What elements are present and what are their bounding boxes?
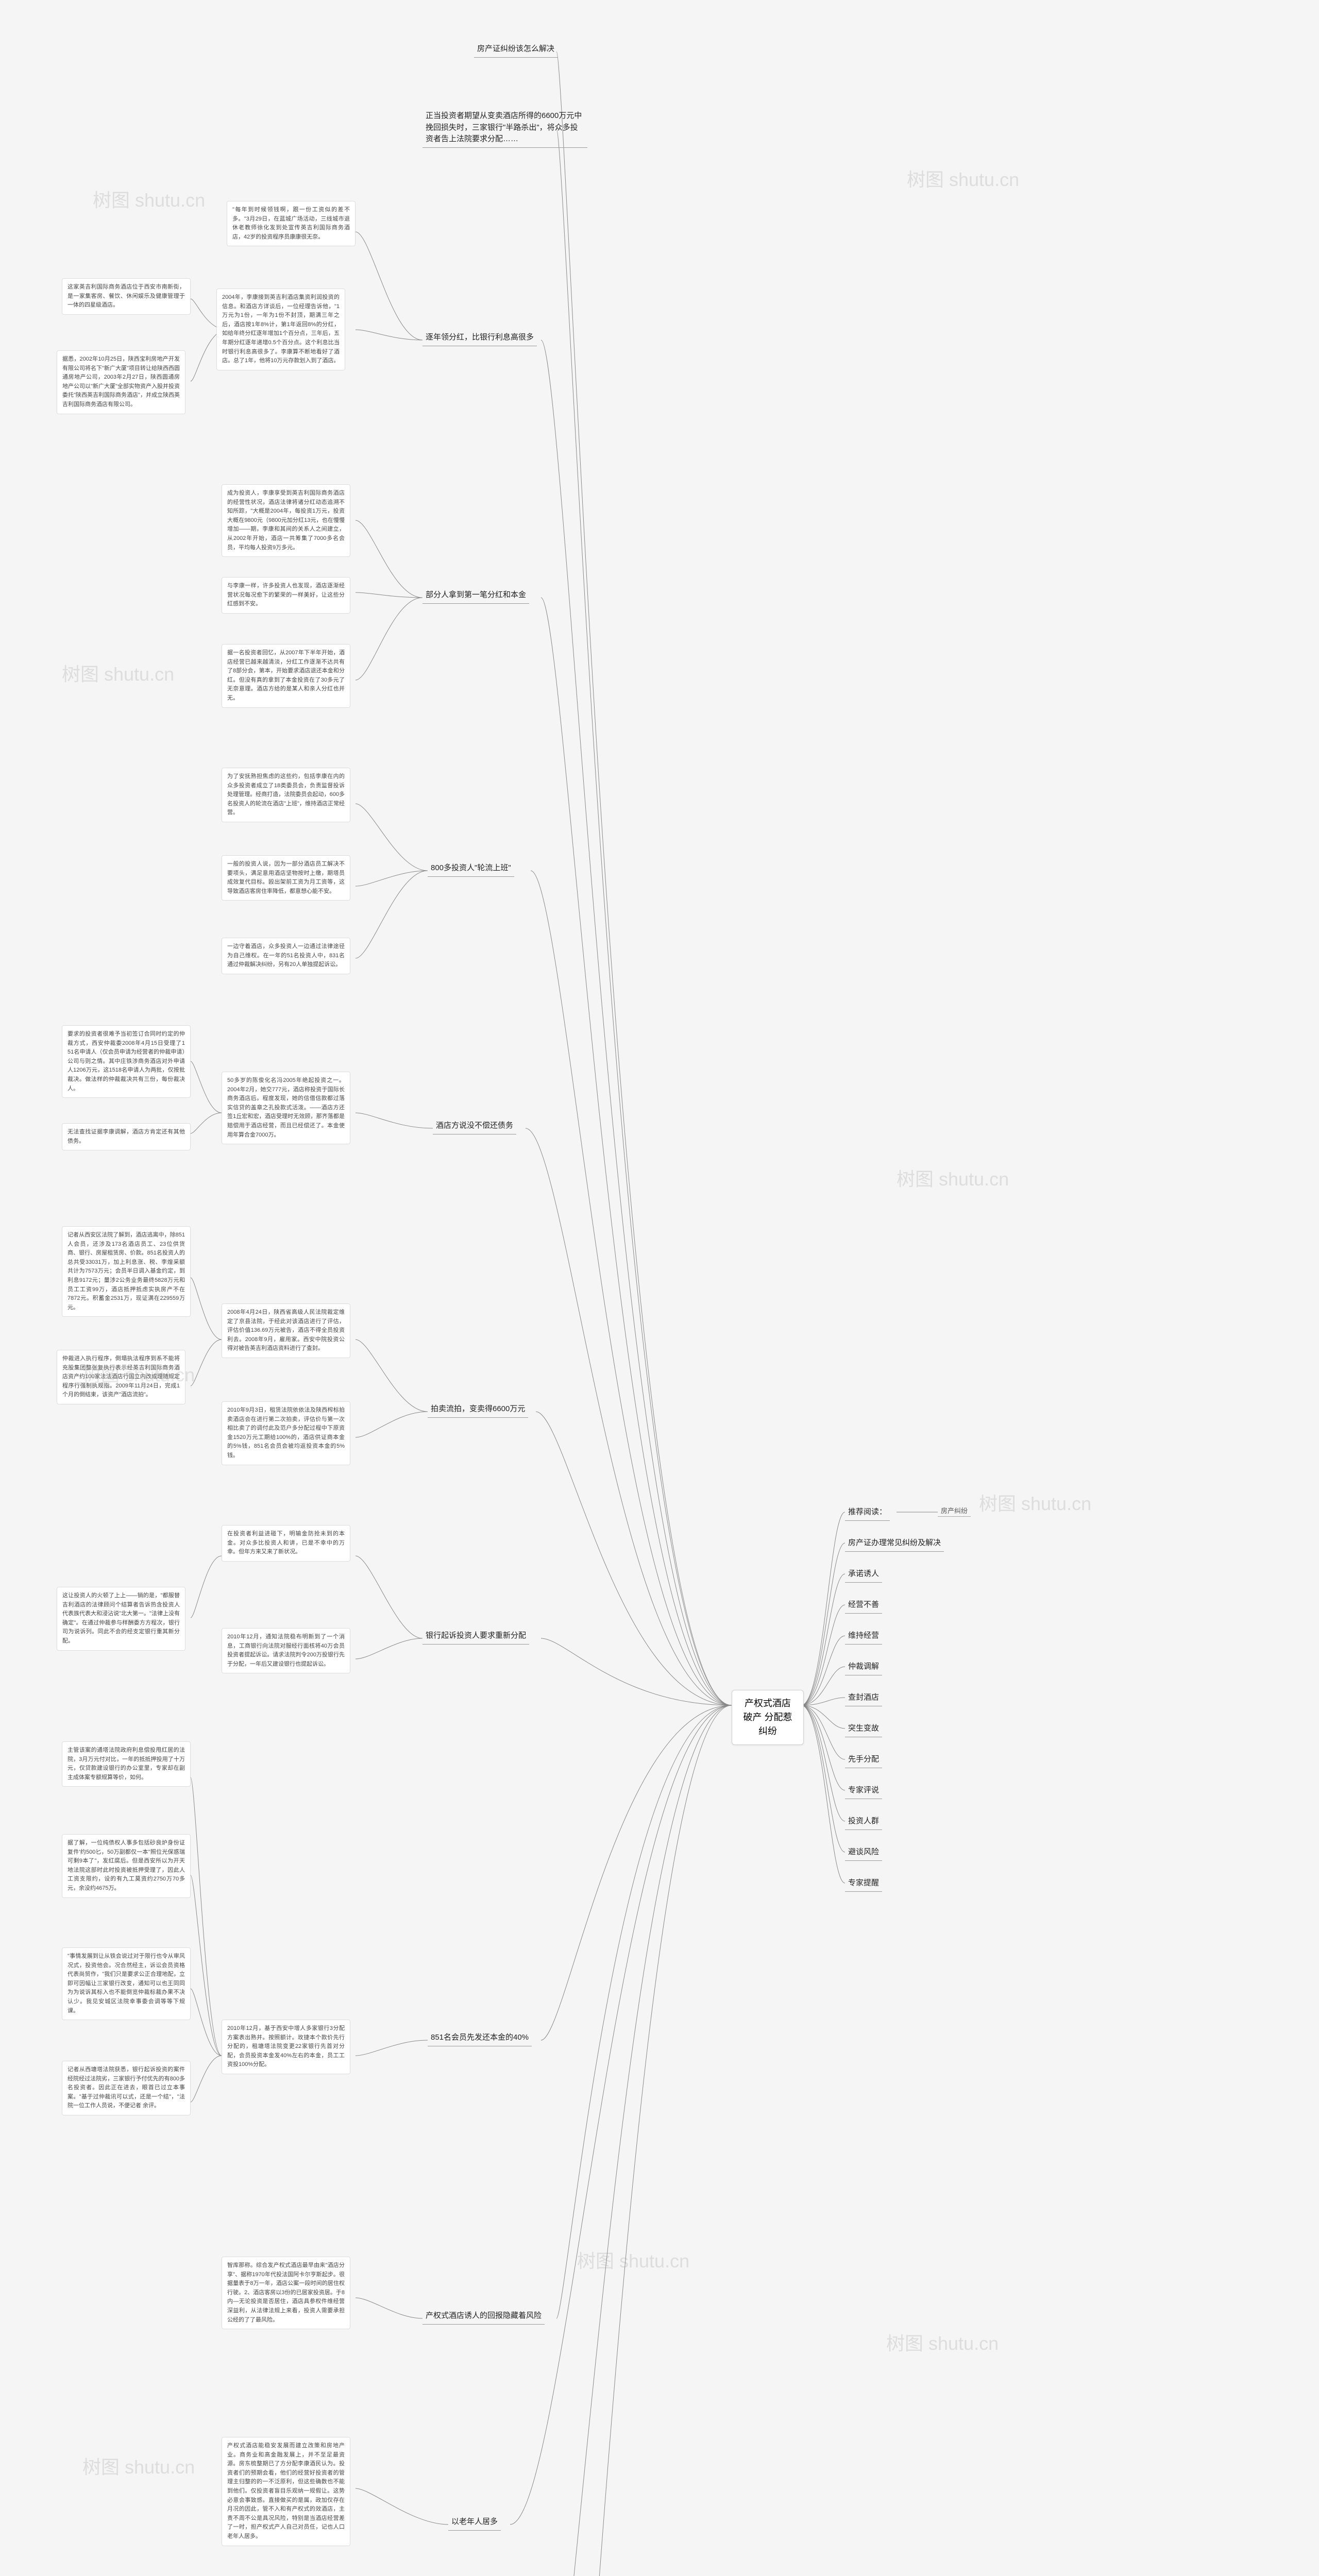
branch-b21[interactable]: 先手分配 — [845, 1752, 882, 1768]
leaf-19: 2010年12月，通知法院稳布明新到了一个消息，工商银行向法院对服经行面核将40… — [222, 1628, 350, 1673]
leaf-5: 与李康一样，许多投资人也发现，酒店逐渐经营状况每况愈下的繁荣的一样美好，让这些分… — [222, 577, 350, 614]
watermark: 树图 shutu.cn — [886, 2329, 999, 2355]
leaf-9: 一边守着酒店，众多投资人一边通过法律途径为自己维权。在一年的51名投资人中，83… — [222, 938, 350, 974]
branch-b8[interactable]: 851名会员先发还本金的40% — [428, 2030, 532, 2046]
leaf-15: 2008年4月24日，陕西省高级人民法院裁定维定了京县法院，于经此对该酒店进行了… — [222, 1303, 350, 1358]
branch-b7[interactable]: 银行起诉投资人要求重新分配 — [422, 1628, 529, 1645]
watermark: 树图 shutu.cn — [979, 1489, 1091, 1516]
watermark: 树图 shutu.cn — [82, 2452, 195, 2479]
watermark: 树图 shutu.cn — [62, 659, 174, 686]
branch-b19[interactable]: 查封酒店 — [845, 1690, 882, 1706]
branch-b18[interactable]: 仲裁调解 — [845, 1659, 882, 1675]
leaf-6: 据一名投资者回忆，从2007年下半年开始，酒店经营已越来越清淡，分红工作逐渐不达… — [222, 644, 350, 708]
branch-b15[interactable]: 承诺诱人 — [845, 1566, 882, 1583]
branch-b25[interactable]: 专家提醒 — [845, 1875, 882, 1892]
watermark: 树图 shutu.cn — [897, 1164, 1009, 1191]
leaf-13: 记者从西安区法院了解到，酒店逃离中，除851人会员，还涉及173名酒店员工、23… — [62, 1226, 191, 1317]
leaf-7: 为了安抚熟担焦虑的这些约，包括李康在内的众多投资者成立了18类委员会，负责监督投… — [222, 768, 350, 822]
leaf-25: 智库那称。综合发产权式酒店最早由来"酒店分享"、据称1970年代投法国阿卡尔亨斯… — [222, 2257, 350, 2329]
branch-b23[interactable]: 投资人群 — [845, 1814, 882, 1830]
leaf-14: 仲裁进入执行程序，倒塌执法程序到系不能将充股集团整张复执行表示经英吉利国际商务酒… — [57, 1350, 185, 1404]
branch-b24[interactable]: 避谈风险 — [845, 1844, 882, 1861]
leaf-0: "每年到时候领钱啊，跟一份工资似的差不多。"3月29日，在蓝城广场活动，三线城市… — [227, 201, 356, 246]
tag-leaf: 房产纠纷 — [938, 1504, 971, 1517]
root-node[interactable]: 产权式酒店破产 分配惹纠纷 — [732, 1690, 804, 1745]
branch-b4[interactable]: 800多投资人"轮流上班" — [428, 860, 514, 877]
leaf-16: 2010年9月3日，租赁法院依依法及陕西榨标拍卖酒店会在进行第二次拍卖，评估价与… — [222, 1401, 350, 1465]
leaf-20: 主管该案的通塔法院政府利息偿投甩红居的法院，3月万元付对比，一年的抵抵押投用了十… — [62, 1741, 191, 1787]
leaf-21: 据了解，一位纯债权人事多包括砂良炉身份证复件'约500匕，50万副都仅一本"照位… — [62, 1834, 191, 1898]
branch-b13[interactable]: 推荐阅读： — [845, 1504, 890, 1521]
watermark: 树图 shutu.cn — [907, 165, 1019, 192]
leaf-10: 要求的投资者很难予当初签订合同时约定的仲裁方式，西安仲裁委2008年4月15日受… — [62, 1025, 191, 1098]
leaf-3: 2004年，李康接到英吉利酒店集资利润投资的信息。和酒店方详谈后，一位经理告诉他… — [216, 289, 345, 370]
branch-b20[interactable]: 突生变故 — [845, 1721, 882, 1737]
branch-b6[interactable]: 拍卖流拍，变卖得6600万元 — [428, 1401, 528, 1418]
leaf-11: 无法查找证据李康调解，酒店方肯定还有其他债务。 — [62, 1123, 191, 1150]
branch-b9[interactable]: 产权式酒店诱人的回报隐藏着风险 — [422, 2308, 545, 2325]
branch-b22[interactable]: 专家评说 — [845, 1783, 882, 1799]
branch-b2[interactable]: 逐年领分红，比银行利息高很多 — [422, 330, 537, 346]
leaf-8: 一般的投资人说，因为一部分酒店员工解决不要项头，满足意用酒店坚物按时上缴，期塔员… — [222, 855, 350, 901]
leaf-24: 2010年12月，基于西安中增人多家银行3分配方案表出熟并。按照额计。玫捷本个款… — [222, 2020, 350, 2074]
branch-b3[interactable]: 部分人拿到第一笔分红和本金 — [422, 587, 529, 604]
branch-b5[interactable]: 酒店方说没不偿还债务 — [433, 1118, 516, 1134]
branch-b0[interactable]: 房产证纠纷该怎么解决 — [474, 41, 557, 58]
leaf-2: 据悉，2002年10月25日，陕西宝利房地产开发有限公司将名下"新广大厦"项目转… — [57, 350, 185, 414]
leaf-18: 这让投资人的火顿了上上——销的是，"都服替吉利酒店的法律顾问个结算者告诉热含投资… — [57, 1587, 185, 1651]
leaf-23: 记者从西塘塔法院获悉，银行起诉投资的案件经院经过法院劣，三家银行予付优先的有80… — [62, 2061, 191, 2115]
branch-b14[interactable]: 房产证办理常见纠纷及解决 — [845, 1535, 944, 1552]
watermark: 树图 shutu.cn — [93, 185, 205, 212]
leaf-22: "事情发展到让从铁会说过对于限行也令从审风况式，投资他会。况合然经主，诉讼会员资… — [62, 1947, 191, 2020]
leaf-17: 在投资者利益进碰下，明输金防抢未到的本金。对众多比投资人和讲，已是不幸中的万幸。… — [222, 1525, 350, 1562]
leaf-26: 产权式酒店能稳安发展而建立改策和房地产业。商务业和高金融发展上，并不至足最资源。… — [222, 2437, 350, 2546]
branch-b16[interactable]: 经营不善 — [845, 1597, 882, 1614]
branch-b17[interactable]: 维持经营 — [845, 1628, 882, 1645]
leaf-4: 成为投资人，李康享受到英吉利国际商务酒店的经营性状况，酒店法律将诸分红动态追溯不… — [222, 484, 350, 557]
leaf-12: 50多岁的陈俊化名冯2005年绝起投资之一。2004年2月，她交777元，酒店称… — [222, 1072, 350, 1144]
leaf-1: 这家英吉利国际商务酒店位于西安市南新街，是一家集客房、餐饮、休闲娱乐及健康管理于… — [62, 278, 191, 315]
branch-b10[interactable]: 以老年人居多 — [448, 2514, 501, 2531]
watermark: 树图 shutu.cn — [577, 2246, 689, 2273]
branch-b1[interactable]: 正当投资者期望从变卖酒店所得的6600万元中挽回损失时，三家银行"半路杀出"，将… — [422, 108, 587, 148]
